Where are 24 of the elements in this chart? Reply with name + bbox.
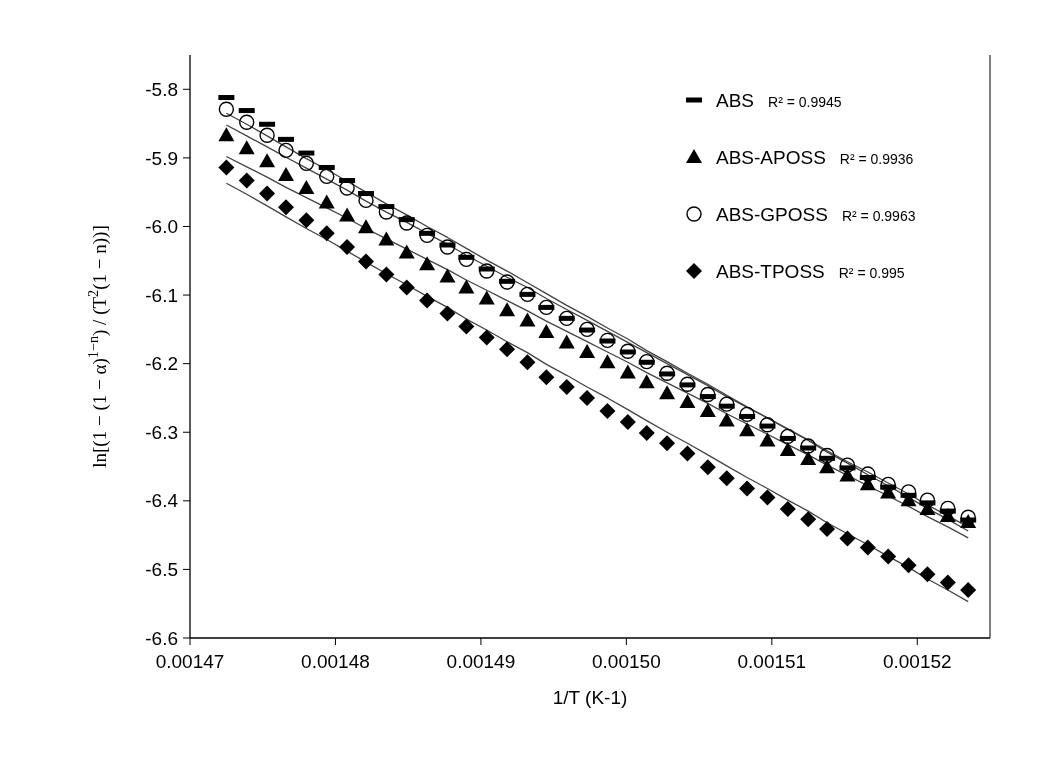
y-tick-label: -6.5 [145, 559, 178, 581]
legend-label: ABS [716, 89, 755, 111]
y-tick-label: -6.6 [145, 627, 178, 649]
y-tick-label: -6.1 [145, 284, 178, 306]
x-tick-label: 0.00152 [882, 651, 952, 672]
x-axis-title: 1/T (K-1) [552, 687, 628, 708]
legend-label: ABS-GPOSS [716, 203, 828, 225]
x-tick-label: 0.00147 [155, 651, 225, 672]
y-tick-label: -6.3 [145, 421, 178, 443]
annotation: R² = 0.9936 [839, 150, 914, 167]
x-tick-label: 0.00150 [592, 651, 661, 672]
x-tick-label: 0.00149 [446, 651, 516, 672]
annotation: R² = 0.995 [838, 264, 905, 281]
legend-label: ABS-TPOSS [716, 260, 825, 282]
x-tick-label: 0.00148 [301, 651, 370, 672]
annotation: R² = 0.9945 [768, 93, 842, 110]
y-tick-label: -6.2 [145, 353, 178, 375]
y-tick-label: -6.0 [145, 216, 178, 238]
y-tick-label: -6.4 [145, 490, 179, 512]
legend-label: ABS-APOSS [716, 146, 826, 168]
annotation: R² = 0.9963 [841, 207, 916, 224]
y-tick-label: -5.9 [145, 147, 178, 169]
x-tick-label: 0.00151 [737, 651, 807, 672]
y-tick-label: -5.8 [145, 78, 178, 100]
